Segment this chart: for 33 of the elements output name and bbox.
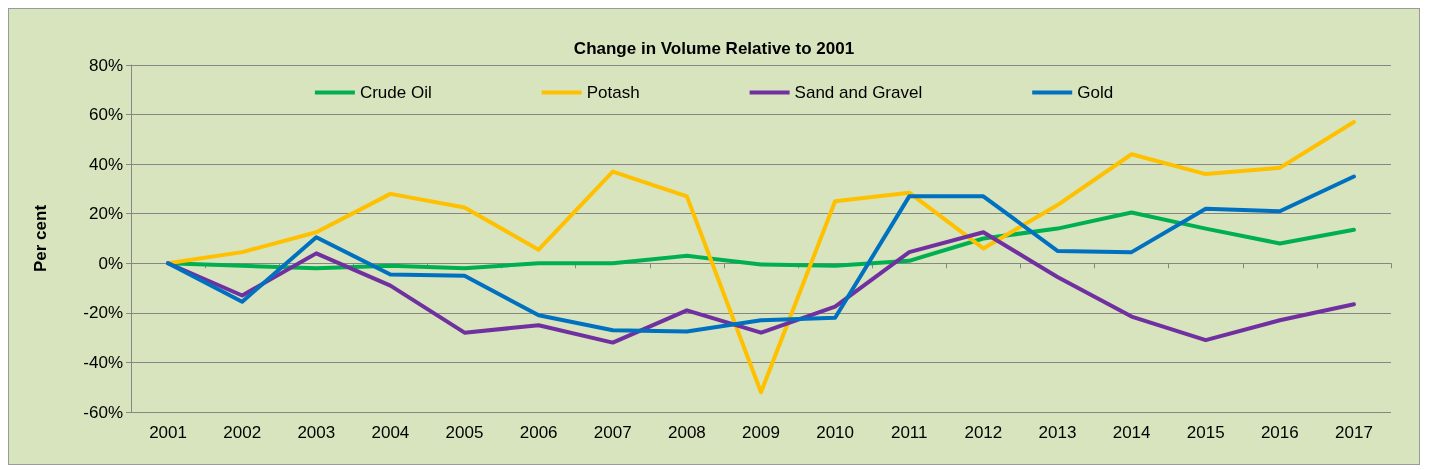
chart-title: Change in Volume Relative to 2001 [573, 39, 855, 58]
x-tick-label: 2001 [149, 423, 187, 442]
x-tick-label: 2007 [593, 423, 632, 442]
x-tick-label: 2011 [890, 423, 928, 442]
y-tick-label: -60% [83, 402, 123, 422]
x-tick-label: 2004 [371, 423, 410, 442]
line-series [166, 174, 1356, 334]
y-axis-title: Per cent [31, 204, 50, 273]
y-tick-label: 0% [98, 253, 123, 273]
legend-label: Sand and Gravel [794, 83, 923, 102]
x-tick-label: 2006 [519, 423, 558, 442]
x-tick-label: 2008 [667, 423, 706, 442]
x-tick-label: 2016 [1260, 423, 1299, 442]
legend-label: Gold [1077, 83, 1114, 102]
x-tick-label: 2010 [816, 423, 855, 442]
x-tick-label: 2015 [1186, 423, 1225, 442]
x-tick-label: 2017 [1335, 423, 1373, 442]
legend-label: Crude Oil [359, 83, 432, 102]
x-tick-label: 2013 [1038, 423, 1077, 442]
y-tick-label: 40% [88, 154, 123, 174]
y-tick-label: -40% [83, 352, 123, 372]
legend-label: Potash [586, 83, 640, 102]
x-tick-label: 2003 [297, 423, 336, 442]
x-tick-label: 2009 [742, 423, 780, 442]
x-tick-label: 2012 [964, 423, 1003, 442]
x-tick-label: 2002 [223, 423, 262, 442]
x-tick-label: 2005 [445, 423, 484, 442]
y-tick-label: 80% [88, 55, 123, 75]
y-tick-label: 20% [88, 204, 123, 224]
y-tick-label: 60% [88, 105, 123, 125]
x-tick-label: 2014 [1112, 423, 1151, 442]
line-series [166, 120, 1356, 395]
y-tick-label: -20% [83, 303, 123, 323]
